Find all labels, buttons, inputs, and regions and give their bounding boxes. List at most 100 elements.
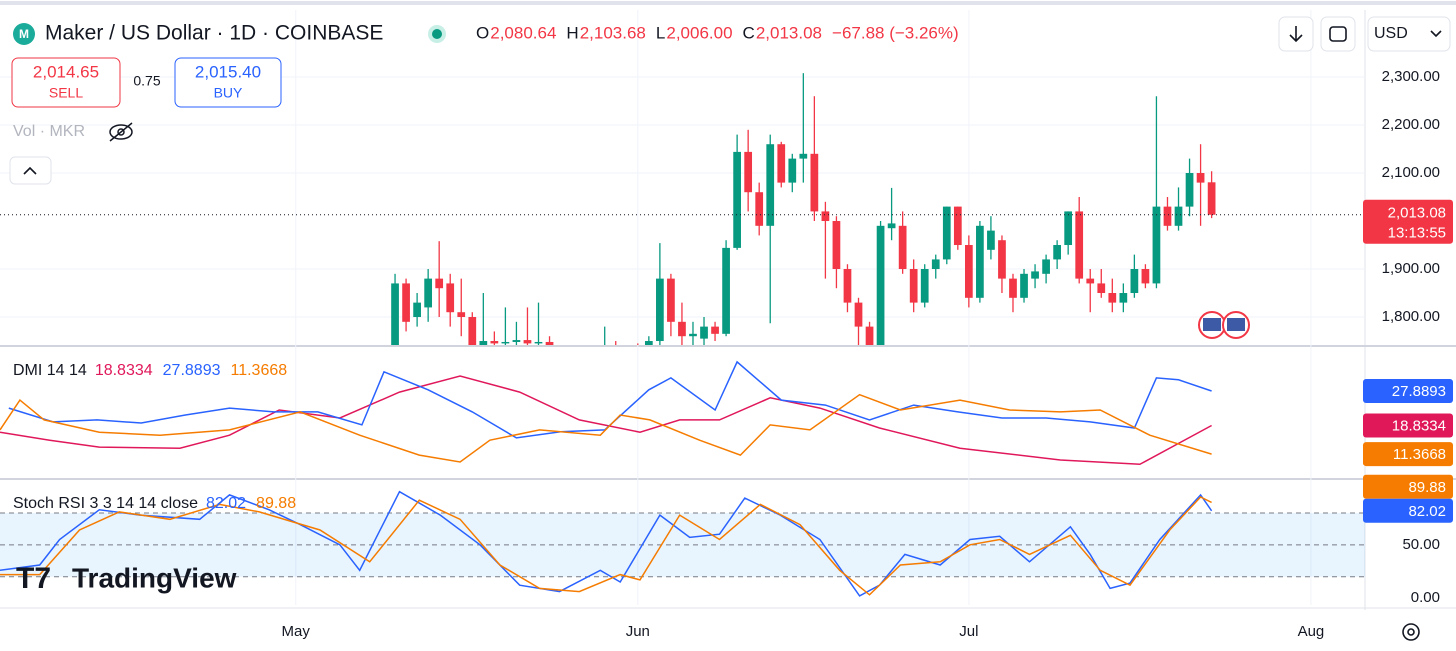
svg-text:T7: T7 (16, 562, 51, 595)
candle-body (1174, 206, 1183, 226)
candle-body (1009, 278, 1017, 298)
candle-body (424, 278, 433, 308)
candle-body (777, 144, 786, 183)
spread: 0.75 (133, 73, 160, 89)
candle-body (976, 225, 984, 298)
candle-body (644, 341, 653, 345)
candle-body (656, 278, 664, 342)
ohlc-key: O (476, 23, 489, 42)
sell-button[interactable] (11, 57, 121, 108)
legend-value: 18.8334 (95, 362, 153, 379)
candle-body (810, 153, 819, 212)
candle-body (689, 333, 697, 337)
brand: T7 TradingView (16, 562, 237, 595)
sell-price: 2,014.65 (33, 62, 99, 81)
candle-body (865, 326, 874, 345)
y-tick-label: 2,200.00 (1382, 116, 1440, 133)
candle-body (1042, 259, 1050, 274)
lines (0, 490, 1213, 597)
indicator-title: Stoch RSI 3 3 14 14 close (13, 495, 198, 512)
y-tick-label: 50.00 (1402, 536, 1440, 553)
candle-body (435, 278, 444, 289)
currency-button[interactable] (1367, 16, 1451, 52)
candle-body (722, 247, 730, 334)
y-tick-label: 0.00 (1411, 589, 1440, 606)
last-value-box (1363, 378, 1453, 403)
buy-price: 2,015.40 (195, 62, 261, 81)
last-value-box (1363, 413, 1453, 438)
y-tick-label: 2,300.00 (1382, 68, 1440, 85)
fullscreen-icon (1329, 26, 1347, 42)
candle-body (854, 302, 863, 327)
buy-button[interactable] (174, 57, 282, 108)
collapse-button[interactable] (9, 156, 52, 185)
y-tick-label: 1,900.00 (1382, 260, 1440, 277)
lines (0, 360, 1212, 466)
candle-body (788, 158, 797, 183)
candle-body (898, 225, 907, 270)
settings-icon[interactable] (1402, 623, 1420, 641)
indicator-line (0, 393, 1212, 463)
candle-body (987, 230, 995, 250)
candle-body (501, 341, 510, 344)
candle-body (931, 259, 940, 270)
legend-value: 82.02 (206, 495, 246, 512)
candle-body (843, 269, 852, 303)
coin-logo (13, 23, 35, 45)
candle-body (1031, 271, 1039, 279)
candle-body (733, 151, 741, 248)
candle-body (1152, 206, 1161, 284)
last-value-label: 89.88 (1408, 479, 1446, 496)
last-value-label: 27.8893 (1392, 383, 1446, 400)
candle-body (766, 144, 775, 226)
candle-body (964, 245, 973, 298)
x-tick-label: Jun (626, 623, 650, 640)
brand-name: TradingView (72, 562, 237, 593)
candle-body (1119, 293, 1128, 303)
candle-body (998, 240, 1006, 279)
candle-body (876, 225, 885, 345)
candle-body (667, 278, 675, 322)
indicator-line (8, 360, 1212, 439)
last-value-label: 82.02 (1408, 503, 1446, 520)
legend-value: 89.88 (256, 495, 296, 512)
candle-body (832, 221, 841, 270)
candle-body (909, 269, 918, 303)
candle-body (1020, 273, 1028, 298)
ohlc-key: H (566, 23, 578, 42)
collapse-icon (23, 166, 37, 175)
event-flags[interactable] (1198, 311, 1250, 339)
y-tick-label: 2,100.00 (1382, 164, 1440, 181)
candle-body (1075, 211, 1084, 279)
symbol-title: Maker / US Dollar · 1D · COINBASE (45, 22, 383, 45)
indicator-title: DMI 14 14 (13, 362, 87, 379)
volume-legend: Vol · MKR (13, 123, 85, 140)
buy-label: BUY (214, 85, 243, 101)
candle-body (490, 341, 499, 344)
hide-icon[interactable] (109, 122, 133, 142)
candles (391, 73, 1216, 345)
x-tick-label: Aug (1298, 623, 1325, 640)
candle-body (744, 151, 753, 193)
ohlc-value: 2,080.64 (490, 23, 556, 42)
candle-body (391, 283, 399, 345)
candle-body (1064, 211, 1073, 246)
ohlc-value: 2,006.00 (666, 23, 732, 42)
fullscreen-button[interactable] (1320, 16, 1356, 52)
candle-body (1108, 293, 1117, 303)
indicator-line (0, 496, 1212, 596)
last-value-box (1363, 474, 1453, 499)
last-value-label: 11.3668 (1393, 446, 1446, 463)
candle-body (1086, 278, 1095, 284)
last-value-box (1363, 498, 1453, 523)
candle-body (1141, 269, 1150, 284)
ohlc-key: L (656, 23, 665, 42)
candle-body (468, 317, 477, 345)
x-tick-label: Jul (959, 623, 978, 640)
market-status-dot (432, 29, 442, 39)
x-tick-label: May (282, 623, 311, 640)
candle-body (1207, 182, 1216, 215)
candle-body (413, 302, 421, 318)
candle-body (479, 341, 488, 345)
